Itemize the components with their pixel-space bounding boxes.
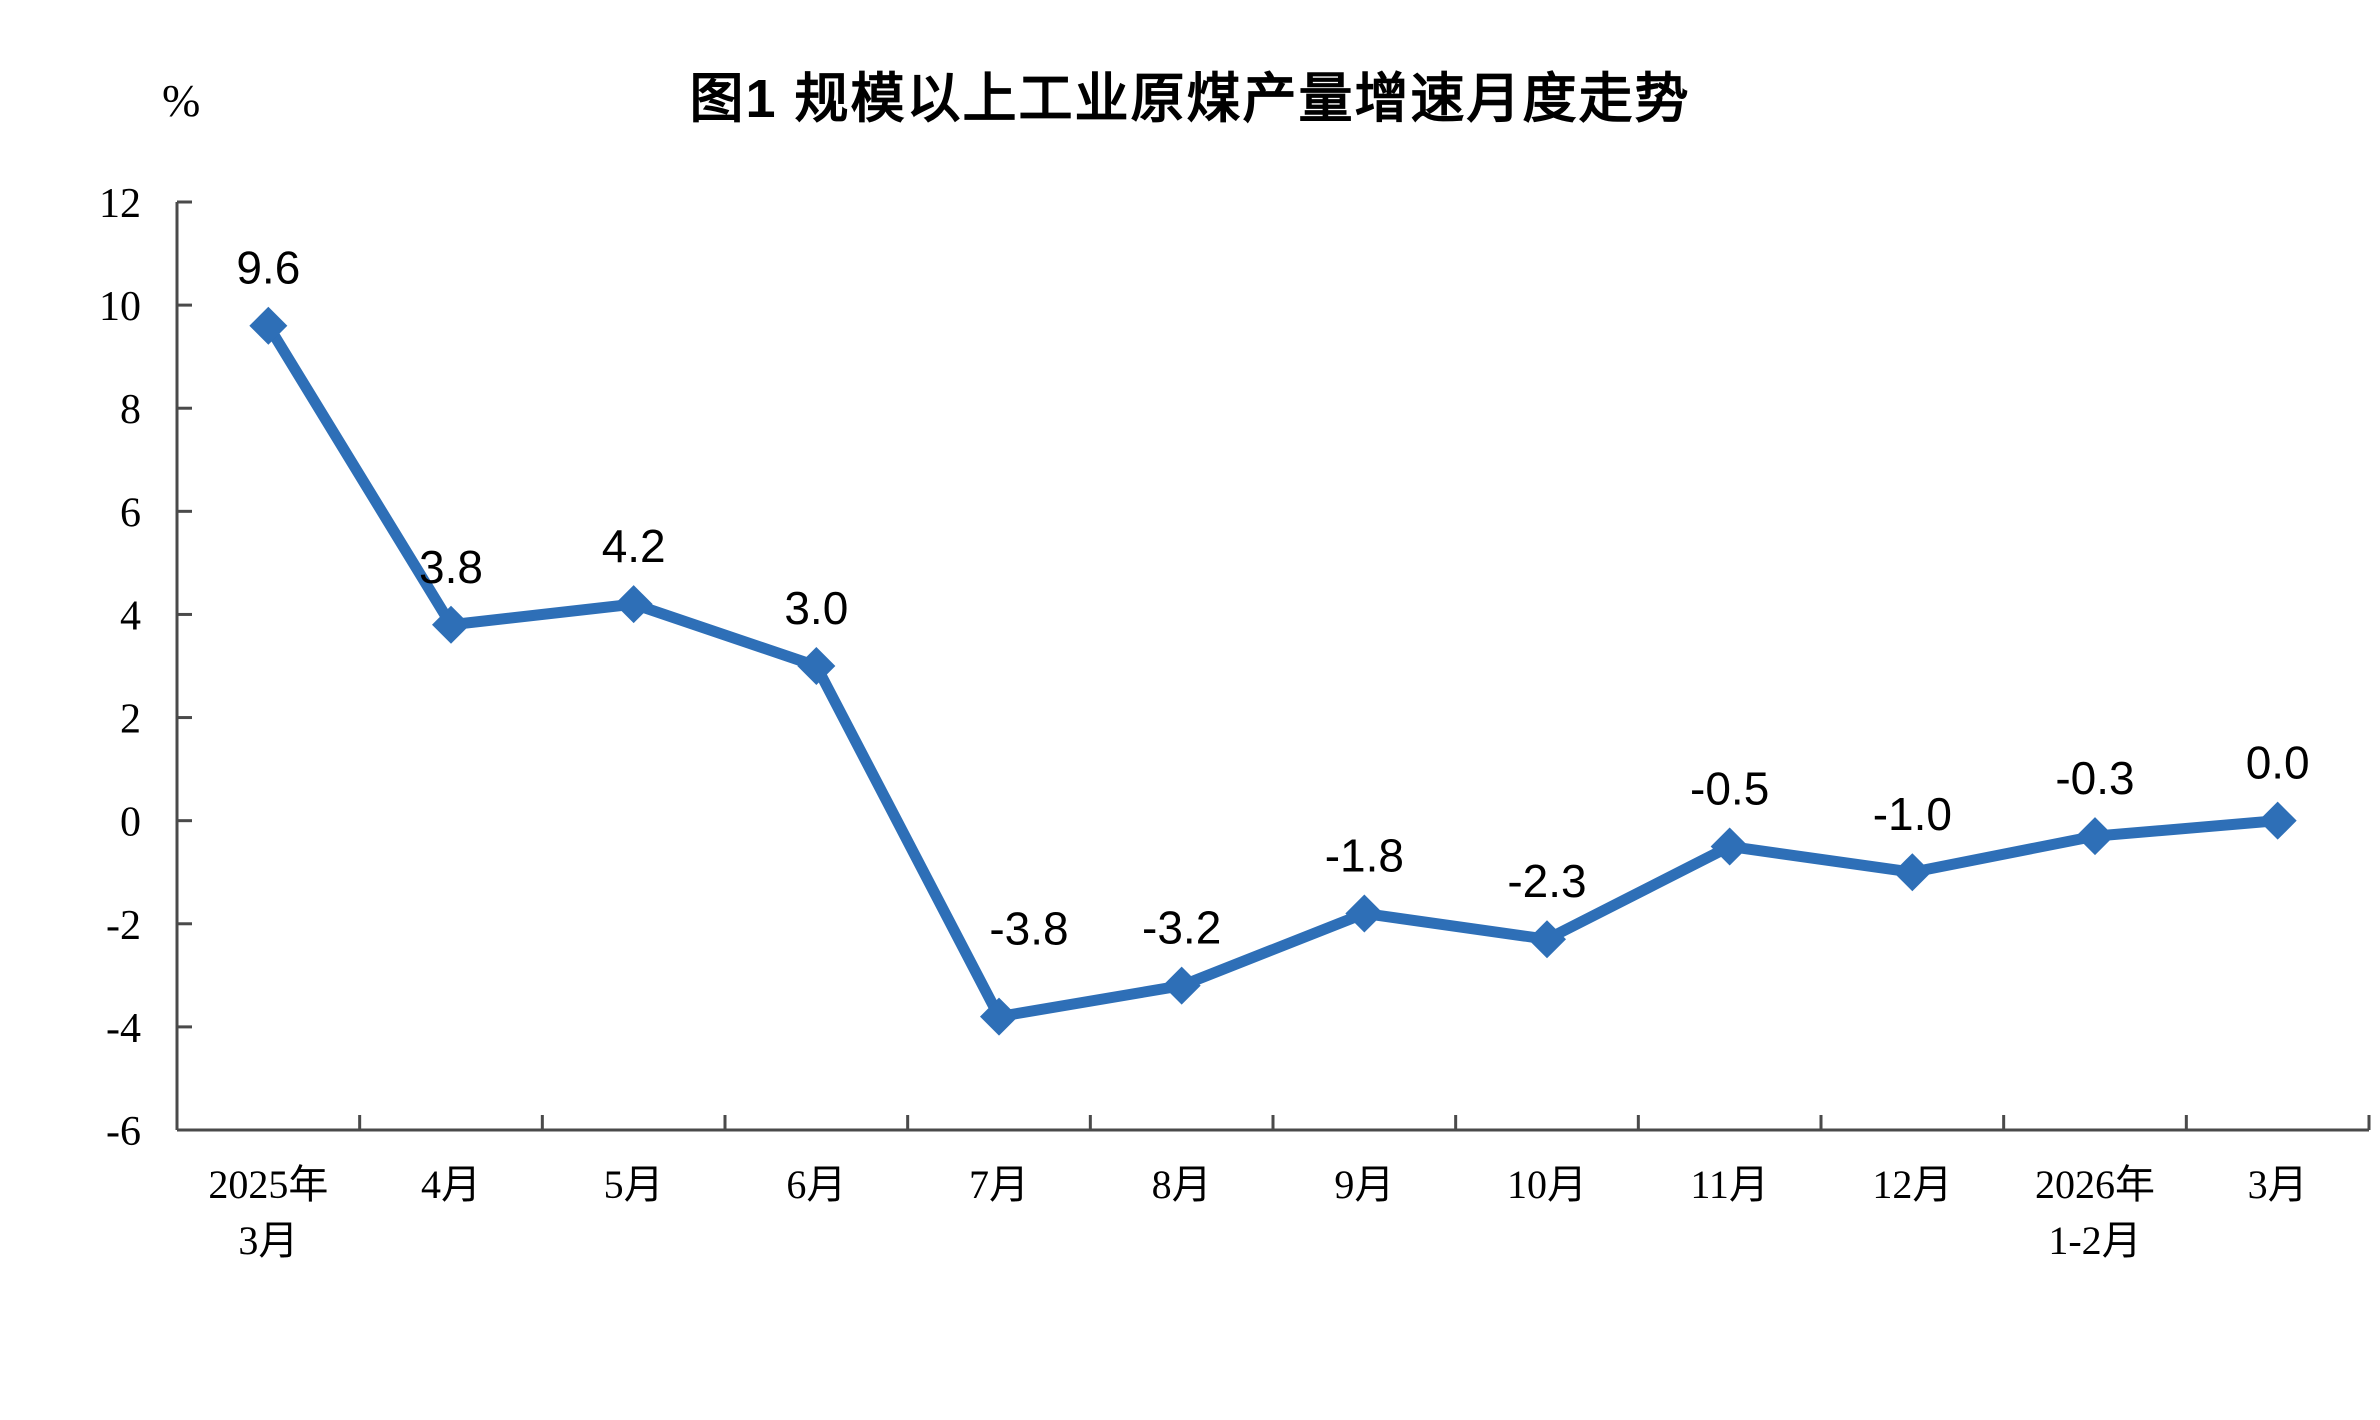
data-series-line [262, 320, 2284, 1023]
data-point-marker [1345, 894, 1384, 933]
x-axis-category-label: 12月 [1872, 1162, 1952, 1207]
x-axis-category-label: 7月 [969, 1162, 1029, 1207]
data-point-marker [432, 605, 470, 644]
data-point-marker [1528, 920, 1566, 959]
y-axis-tick-label: -2 [106, 903, 141, 949]
x-axis-category-label: 2025年 3月 [208, 1162, 328, 1263]
x-axis-category-label: 5月 [604, 1162, 664, 1207]
data-point-label: -0.5 [1690, 762, 1769, 814]
data-point-marker [2076, 817, 2114, 856]
data-point-label: 3.0 [784, 582, 848, 634]
y-axis-tick-label: -6 [106, 1109, 141, 1155]
data-point-marker [1710, 827, 1749, 866]
data-point-marker [1893, 853, 1932, 892]
data-point-marker [614, 585, 653, 624]
data-point-label: -2.3 [1507, 855, 1586, 907]
x-axis-category-label: 4月 [421, 1162, 481, 1207]
data-point-label: 9.6 [236, 242, 300, 294]
data-point-label: -1.8 [1325, 829, 1404, 881]
y-axis-unit-label: % [162, 75, 201, 126]
x-axis-category-label: 11月 [1690, 1162, 1769, 1207]
x-axis-category-label: 9月 [1334, 1162, 1394, 1207]
y-axis-tick-label: 8 [120, 387, 141, 433]
chart-title: 图1 规模以上工业原煤产量增速月度走势 [689, 69, 1691, 129]
data-point-label: -0.3 [2055, 752, 2134, 804]
x-axis-category-label: 6月 [786, 1162, 846, 1207]
y-axis-tick-label: 4 [120, 593, 141, 639]
y-axis-tick-label: 6 [120, 490, 141, 536]
data-point-label: -3.8 [989, 903, 1068, 955]
data-point-marker [249, 306, 288, 345]
x-axis-category-label: 2026年 1-2月 [2035, 1162, 2155, 1263]
y-axis-tick-label: -4 [106, 1006, 141, 1052]
data-point-label: 3.8 [419, 541, 483, 593]
y-axis-tick-label: 2 [120, 697, 141, 743]
y-axis-tick-label: 10 [99, 284, 141, 330]
data-point-label: -3.2 [1142, 902, 1221, 954]
data-point-marker [980, 997, 1018, 1036]
data-point-marker [1162, 966, 1201, 1005]
data-point-label: 4.2 [602, 520, 666, 572]
data-point-label: -1.0 [1873, 788, 1952, 840]
x-axis-category-label: 8月 [1152, 1162, 1212, 1207]
data-point-marker [797, 647, 836, 685]
x-axis-category-label: 10月 [1507, 1162, 1587, 1207]
y-axis-tick-label: 12 [99, 181, 141, 227]
data-point-label: 0.0 [2246, 737, 2310, 789]
y-axis-tick-label: 0 [120, 800, 141, 846]
data-point-marker [2258, 801, 2297, 840]
x-axis-category-label: 3月 [2248, 1162, 2308, 1207]
